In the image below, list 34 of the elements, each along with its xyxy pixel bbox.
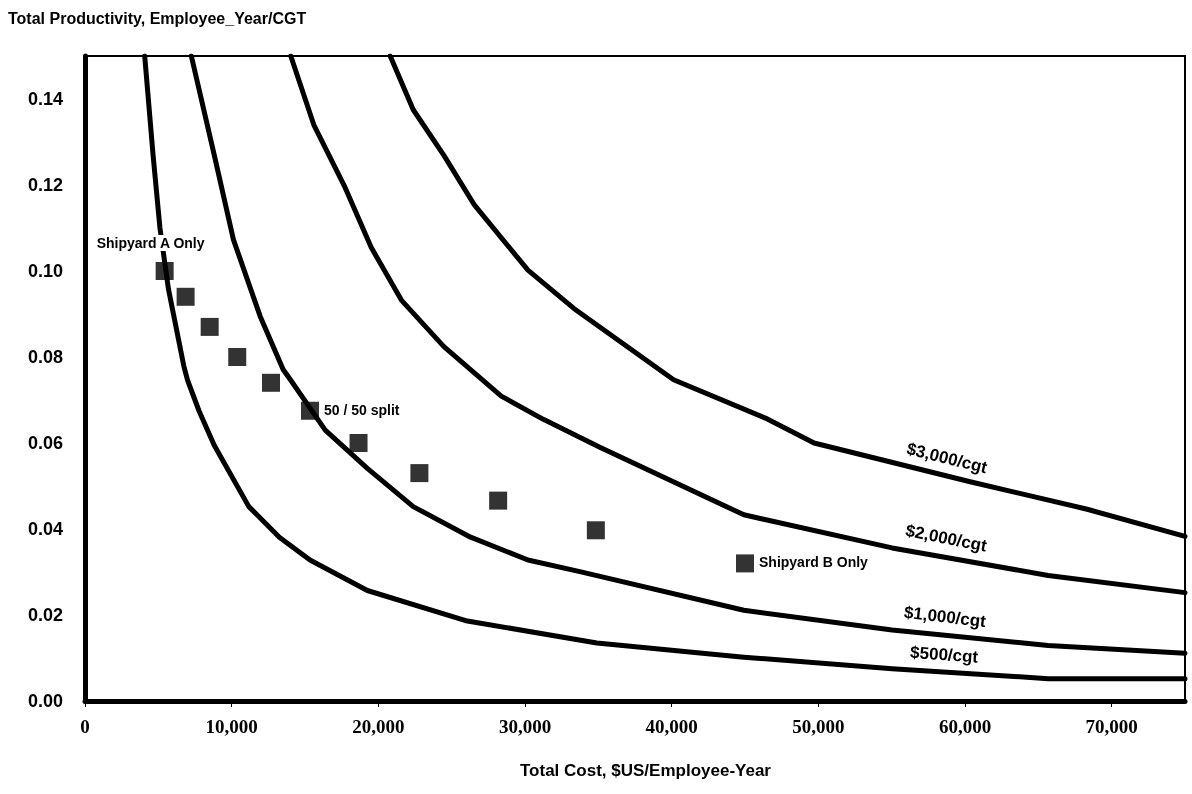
point — [736, 554, 754, 573]
y-tick-label: 0.12 — [27, 175, 63, 195]
y-axis-title: Total Productivity, Employee_Year/CGT — [8, 9, 307, 27]
point — [176, 287, 195, 306]
point — [489, 491, 508, 510]
x-axis-title: Total Cost, $US/Employee-Year — [520, 761, 772, 780]
y-tick-label: 0.06 — [27, 433, 63, 453]
y-tick-label: 0.10 — [27, 261, 63, 281]
x-tick-label: 70,000 — [1085, 716, 1138, 737]
point — [228, 348, 247, 366]
x-tick-label: 30,000 — [498, 716, 552, 737]
point — [155, 262, 174, 280]
point — [261, 373, 280, 392]
point — [349, 434, 368, 452]
x-tick-label: 60,000 — [938, 716, 992, 737]
point — [200, 317, 219, 336]
x-tick-label: 10,000 — [205, 716, 258, 737]
annotation: Shipyard B Only — [759, 554, 869, 571]
point — [586, 521, 605, 540]
y-tick-label: 0.00 — [27, 691, 63, 711]
x-tick-label: 40,000 — [645, 716, 698, 737]
annotation: Shipyard A Only — [96, 235, 205, 251]
x-tick-label: 50,000 — [792, 716, 845, 737]
y-tick-label: 0.04 — [27, 519, 63, 539]
text: $1,000/cgt — [903, 602, 988, 632]
point — [410, 464, 429, 483]
x-tick-label: 20,000 — [352, 716, 405, 737]
y-tick-label: 0.02 — [27, 605, 63, 625]
series-label: $500/cgt — [909, 642, 980, 667]
point — [300, 401, 319, 420]
y-tick-label: 0.14 — [27, 89, 63, 109]
annotation: 50 / 50 split — [323, 401, 400, 418]
x-tick-label: 0 — [80, 716, 90, 737]
y-tick-label: 0.08 — [27, 347, 63, 367]
